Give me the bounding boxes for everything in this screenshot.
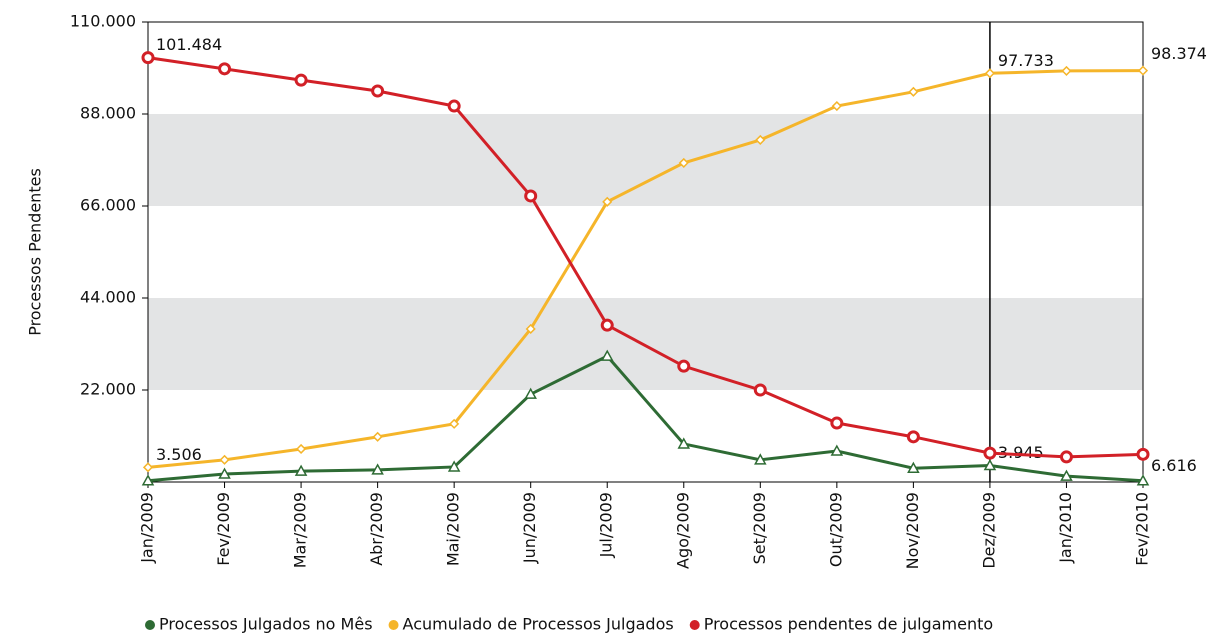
point: [600, 349, 614, 361]
grid-band: [148, 114, 1143, 206]
point: [754, 453, 767, 465]
point: [525, 323, 536, 335]
data-label: 3.945: [998, 443, 1044, 462]
point: [600, 318, 614, 332]
legend-marker: [388, 620, 399, 630]
y-tick-label: 22.000: [80, 380, 136, 399]
x-tick-label: Nov/2009: [903, 492, 922, 569]
point: [983, 458, 997, 471]
point: [142, 462, 154, 473]
x-tick-label: Set/2009: [750, 492, 769, 564]
legend-label: Processos pendentes de julgamento: [704, 615, 993, 634]
point: [1060, 469, 1073, 481]
point: [830, 416, 844, 430]
point: [830, 444, 844, 456]
point: [677, 437, 691, 449]
x-tick-label: Fev/2010: [1133, 492, 1152, 566]
data-label: 101.484: [156, 35, 222, 54]
point: [678, 157, 689, 168]
data-label: 6.616: [1151, 456, 1197, 475]
point: [908, 86, 919, 97]
data-label: 97.733: [998, 51, 1054, 70]
y-tick-label: 110.000: [70, 12, 136, 31]
point: [372, 431, 383, 442]
x-tick-label: Jul/2009: [597, 492, 616, 558]
data-label: 98.374: [1151, 44, 1207, 63]
series-line: [147, 56, 1144, 459]
point: [677, 359, 691, 373]
series-line: [147, 354, 1144, 483]
x-tick-label: Mai/2009: [444, 492, 463, 566]
point: [907, 461, 920, 473]
point: [984, 68, 995, 79]
point: [294, 73, 308, 87]
point: [602, 196, 613, 207]
data-label: 3.506: [156, 445, 202, 464]
x-tick-label: Abr/2009: [367, 492, 386, 566]
point: [218, 467, 231, 479]
y-tick-label: 66.000: [80, 196, 136, 215]
legend-label: Processos Julgados no Mês: [159, 615, 373, 634]
series-line: [147, 69, 1144, 469]
point: [449, 418, 460, 429]
x-tick-label: Jan/2010: [1056, 492, 1075, 564]
point: [524, 189, 538, 203]
point: [1136, 474, 1150, 486]
point: [447, 460, 461, 472]
point: [219, 454, 230, 465]
point: [218, 62, 232, 76]
x-tick-label: Mar/2009: [291, 492, 310, 568]
x-tick-label: Fev/2009: [214, 492, 233, 566]
point: [524, 387, 537, 399]
point: [1059, 450, 1073, 464]
point: [983, 446, 997, 460]
y-tick-label: 44.000: [80, 288, 136, 307]
x-tick-label: Dez/2009: [979, 492, 998, 569]
point: [1136, 447, 1150, 461]
point: [753, 383, 767, 397]
y-axis-title: Processos Pendentes: [26, 168, 45, 336]
point: [831, 100, 842, 112]
legend-marker: [689, 620, 700, 630]
point: [447, 99, 461, 113]
x-tick-label: Ago/2009: [673, 492, 692, 569]
point: [1137, 65, 1149, 76]
point: [296, 443, 307, 455]
y-tick-label: 88.000: [80, 104, 136, 123]
x-tick-label: Jun/2009: [520, 492, 539, 564]
legend-marker: [145, 620, 155, 630]
point: [755, 134, 766, 145]
legend-label: Acumulado de Processos Julgados: [403, 615, 674, 634]
x-tick-label: Out/2009: [826, 492, 845, 567]
point: [1061, 65, 1072, 76]
point: [371, 84, 385, 98]
point: [141, 51, 155, 65]
point: [294, 464, 308, 476]
point: [906, 430, 920, 444]
point: [371, 463, 384, 475]
x-tick-label: Jan/2009: [138, 492, 157, 564]
point: [141, 474, 155, 486]
plot-frame: [147, 21, 1144, 483]
